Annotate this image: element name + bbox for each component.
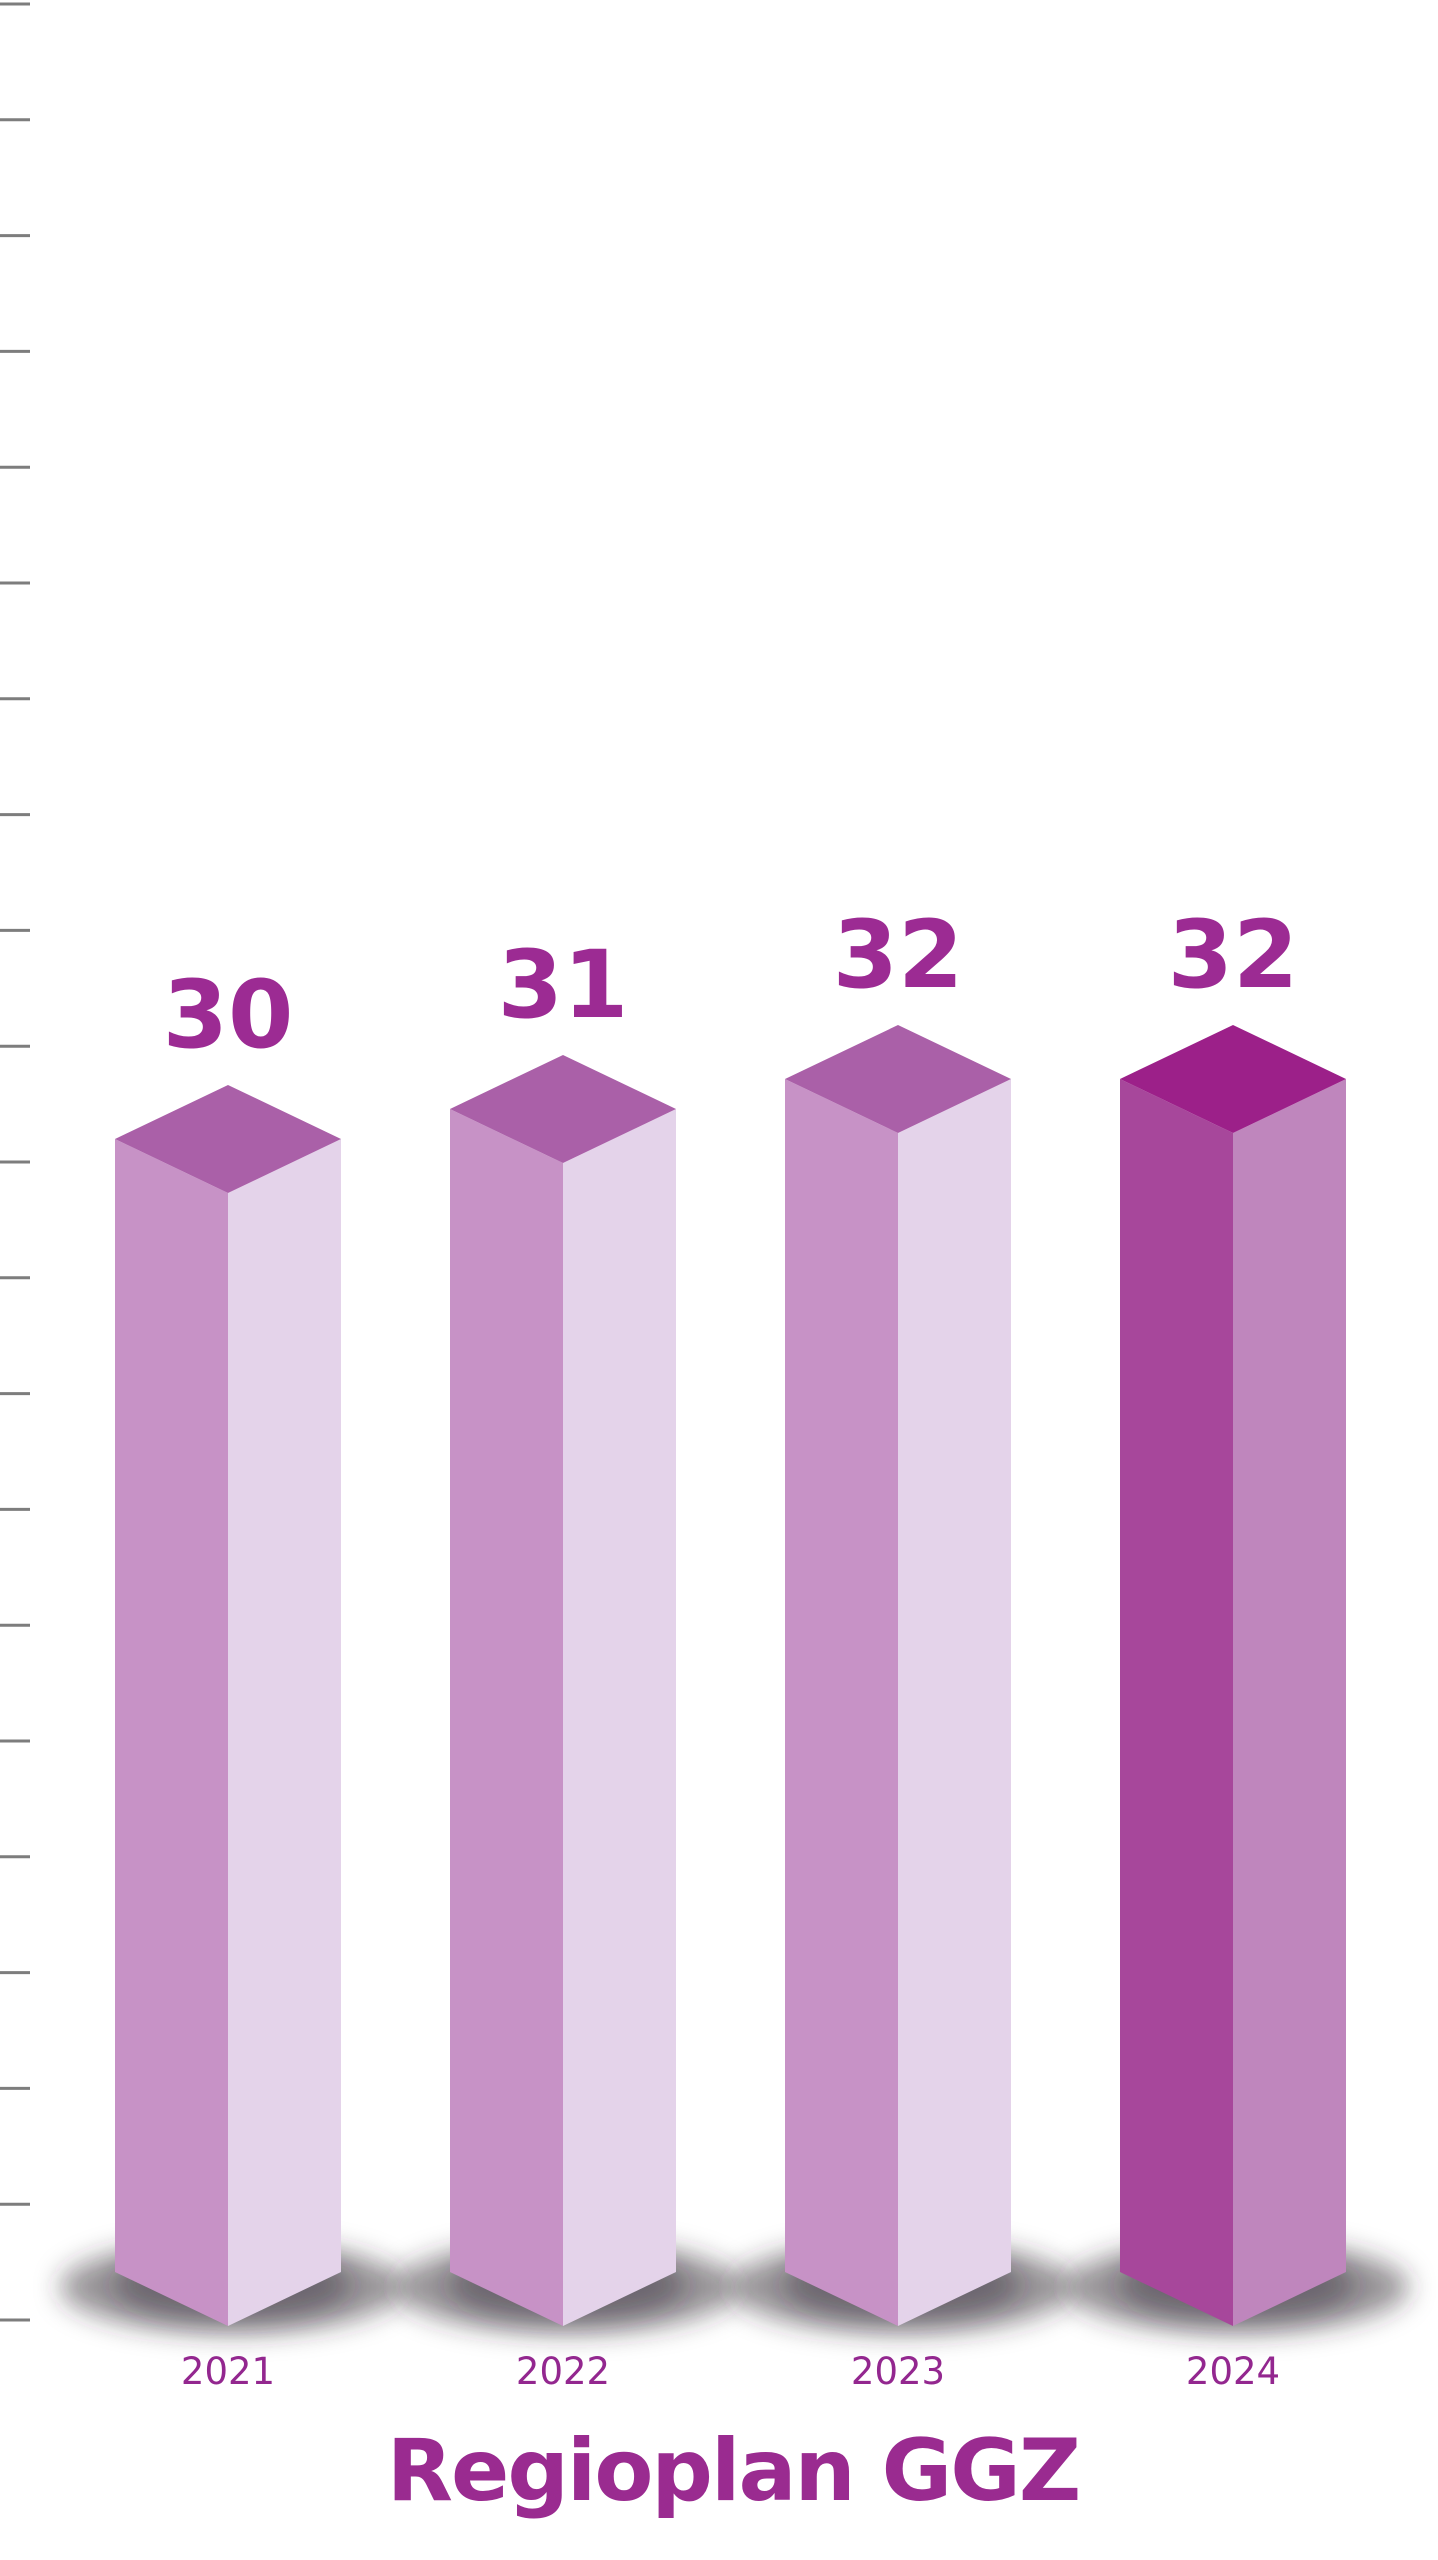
- column-right-face: [563, 1109, 676, 2326]
- value-label-2022: 31: [498, 931, 629, 1040]
- column-left-face: [115, 1139, 228, 2326]
- bar-column-2023: 32 2023: [785, 901, 1011, 2393]
- year-label-2023: 2023: [851, 2350, 945, 2393]
- year-label-2021: 2021: [181, 2350, 275, 2393]
- column-top-face: [785, 1025, 1011, 1133]
- year-label-2022: 2022: [516, 2350, 610, 2393]
- column-right-face: [228, 1139, 341, 2326]
- column-top-face: [1120, 1025, 1346, 1133]
- column-left-face: [450, 1109, 563, 2326]
- value-label-2024: 32: [1168, 901, 1299, 1010]
- bar-column-2022: 31 2022: [450, 931, 676, 2393]
- bar-column-2021: 30 2021: [115, 961, 341, 2393]
- year-label-2024: 2024: [1186, 2350, 1280, 2393]
- column-top-face: [115, 1085, 341, 1193]
- axis-ticks: [0, 2, 30, 2322]
- column-right-face: [898, 1079, 1011, 2326]
- column-left-face: [1120, 1079, 1233, 2326]
- chart-title: Regioplan GGZ: [386, 2421, 1081, 2521]
- column-right-face: [1233, 1079, 1346, 2326]
- value-label-2023: 32: [833, 901, 964, 1010]
- bar-column-2024: 32 2024: [1120, 901, 1346, 2393]
- column-top-face: [450, 1055, 676, 1163]
- value-label-2021: 30: [163, 961, 294, 1070]
- column-left-face: [785, 1079, 898, 2326]
